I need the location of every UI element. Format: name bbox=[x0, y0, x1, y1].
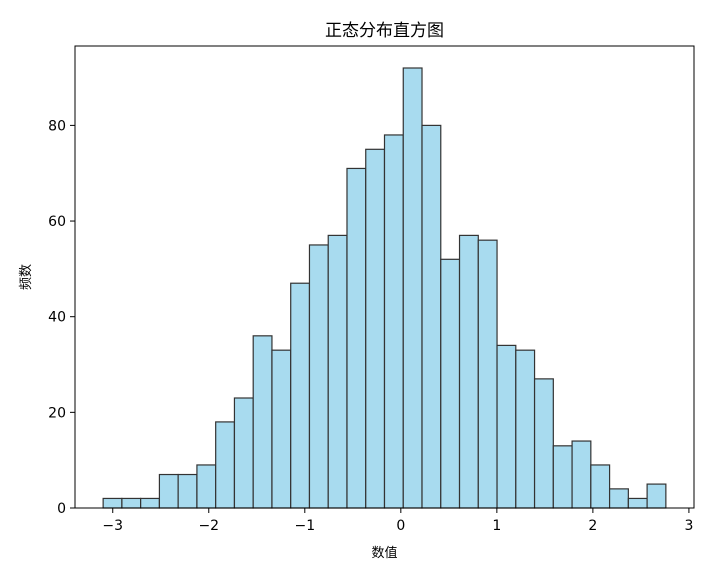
x-tick-label: −2 bbox=[198, 518, 219, 534]
histogram-bar bbox=[533, 378, 554, 509]
histogram-bar bbox=[402, 67, 423, 509]
histogram-bar bbox=[327, 234, 348, 509]
x-tick-label: 2 bbox=[588, 518, 597, 534]
x-tick-label: −3 bbox=[102, 518, 123, 534]
histogram-bar bbox=[140, 497, 161, 509]
plot-frame bbox=[74, 45, 695, 509]
histogram-bar bbox=[290, 282, 311, 509]
histogram-bar bbox=[233, 397, 254, 509]
y-tick-label: 0 bbox=[57, 501, 66, 517]
histogram-bar bbox=[158, 473, 179, 509]
histogram-bar bbox=[252, 335, 273, 509]
x-tick-label: −1 bbox=[294, 518, 315, 534]
histogram-bar bbox=[627, 497, 648, 509]
histogram-bar bbox=[646, 483, 667, 509]
histogram-bar bbox=[590, 464, 611, 509]
y-tick-label: 20 bbox=[48, 405, 66, 421]
histogram-bar bbox=[346, 167, 367, 509]
y-tick-label: 40 bbox=[48, 310, 66, 326]
x-tick-label: 1 bbox=[492, 518, 501, 534]
chart-title: 正态分布直方图 bbox=[325, 21, 444, 41]
histogram-bar bbox=[458, 234, 479, 509]
histogram-bar bbox=[421, 124, 442, 509]
histogram-bar bbox=[608, 488, 629, 509]
histogram-bar bbox=[102, 497, 123, 509]
histogram-bar bbox=[215, 421, 236, 509]
x-tick-label: 3 bbox=[684, 518, 693, 534]
histogram-bar bbox=[552, 445, 573, 509]
histogram-bar bbox=[515, 349, 536, 509]
histogram-bar bbox=[496, 344, 517, 509]
y-tick-label: 80 bbox=[48, 118, 66, 134]
x-tick-label: 0 bbox=[396, 518, 405, 534]
histogram-bar bbox=[177, 473, 198, 509]
histogram-bar bbox=[308, 244, 329, 509]
histogram-bar bbox=[477, 239, 498, 509]
histogram-bar bbox=[383, 134, 404, 509]
y-tick-label: 60 bbox=[48, 214, 66, 230]
histogram-bar bbox=[571, 440, 592, 509]
histogram-bar bbox=[440, 258, 461, 509]
x-axis-label: 数值 bbox=[371, 545, 397, 561]
histogram-bar bbox=[365, 148, 386, 509]
y-axis-label: 频数 bbox=[19, 264, 34, 290]
histogram-bar bbox=[121, 497, 142, 509]
histogram-bar bbox=[271, 349, 292, 509]
histogram-bar bbox=[196, 464, 217, 509]
